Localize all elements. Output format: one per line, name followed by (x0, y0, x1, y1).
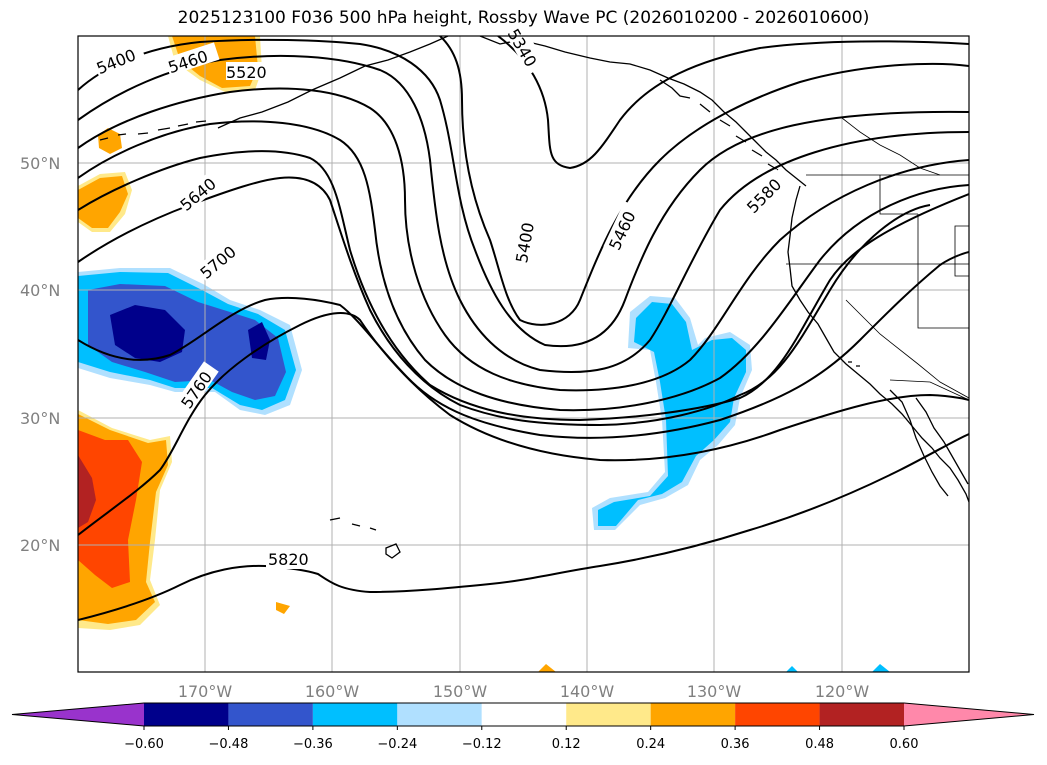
coastlines (99, 36, 969, 559)
contour-label: 5820 (268, 550, 309, 569)
contour-line (78, 120, 969, 412)
contour-line (78, 87, 969, 392)
colorbar-segment (144, 703, 229, 726)
longitude-labels: 170°W 160°W 150°W 140°W 130°W 120°W (178, 682, 870, 701)
lon-label: 170°W (178, 682, 233, 701)
contour-line (78, 54, 969, 374)
colorbar-tick-label: −0.36 (293, 737, 333, 752)
colorbar-segment (397, 703, 482, 726)
gridlines (78, 36, 969, 672)
colorbar-tick-label: −0.48 (209, 737, 249, 752)
contour-line (78, 251, 969, 439)
bc-islands (659, 79, 779, 171)
negative-anomaly-area (110, 305, 185, 362)
aleutian-islands (99, 120, 207, 141)
colorbar-tick-label: −0.24 (377, 737, 417, 752)
contour-line (78, 312, 969, 536)
lon-label: 160°W (305, 682, 360, 701)
positive-anomaly-area (276, 602, 290, 614)
positive-anomaly-area (78, 455, 96, 528)
positive-anomaly-area (98, 128, 122, 154)
contour-line (78, 176, 931, 427)
contour-line (78, 433, 969, 621)
alaska-coast (479, 36, 807, 187)
state-borders (786, 175, 969, 399)
hawaii-islands (329, 517, 401, 559)
colorbar: −0.60 −0.48 −0.36 −0.24 −0.12 0.12 0.24 0.36 0.4… (11, 702, 1035, 752)
map-frame (77, 35, 970, 673)
positive-anomaly-area (538, 664, 556, 672)
gulf-of-california (915, 397, 969, 485)
colorbar-extension-low (12, 703, 144, 726)
colorbar-segment (566, 703, 651, 726)
latitude-labels: 50°N 40°N 30°N 20°N (20, 154, 60, 555)
baja-peninsula (889, 389, 949, 497)
height-contours (78, 36, 969, 621)
lon-label: 140°W (560, 682, 615, 701)
lon-label: 120°W (815, 682, 870, 701)
channel-islands (848, 361, 860, 367)
negative-anomaly-area (598, 302, 746, 526)
lat-label: 30°N (20, 409, 60, 428)
colorbar-tick-label: 0.12 (552, 737, 581, 752)
lat-label: 50°N (20, 154, 60, 173)
negative-anomaly-area (248, 322, 270, 360)
colorbar-tick-label: 0.60 (890, 737, 919, 752)
colorbar-extension-high (904, 703, 1034, 726)
colorbar-segment (228, 703, 313, 726)
political-borders (786, 117, 969, 401)
colorbar-tick-label: 0.24 (636, 737, 665, 752)
lon-label: 130°W (687, 682, 742, 701)
alaska-peninsula-coast (217, 36, 449, 129)
contour-line (439, 36, 969, 326)
negative-anomaly-area (786, 666, 798, 672)
colorbar-tick-label: −0.60 (124, 737, 164, 752)
colorbar-segment (650, 703, 736, 726)
lon-label: 150°W (433, 682, 488, 701)
colorbar-segment (819, 703, 904, 726)
us-west-coast (787, 185, 969, 503)
colorbar-segment (481, 703, 567, 726)
contour-line (78, 150, 969, 422)
colorbar-segment (312, 703, 398, 726)
negative-anomaly-area (872, 664, 890, 672)
map-title: 2025123100 F036 500 hPa height, Rossby W… (177, 8, 870, 28)
lat-label: 40°N (20, 281, 60, 300)
alaska-canada-border (841, 117, 941, 176)
contour-label: 5520 (226, 63, 267, 82)
lat-label: 20°N (20, 536, 60, 555)
contour-line (78, 38, 969, 348)
positive-anomaly-area (78, 430, 142, 588)
contour-line (497, 36, 969, 170)
colorbar-tick-label: 0.36 (721, 737, 750, 752)
mexico-border (889, 379, 969, 401)
colorbar-tick-label: −0.12 (462, 737, 502, 752)
colorbar-tick-label: 0.48 (805, 737, 834, 752)
colorbar-segment (735, 703, 820, 726)
